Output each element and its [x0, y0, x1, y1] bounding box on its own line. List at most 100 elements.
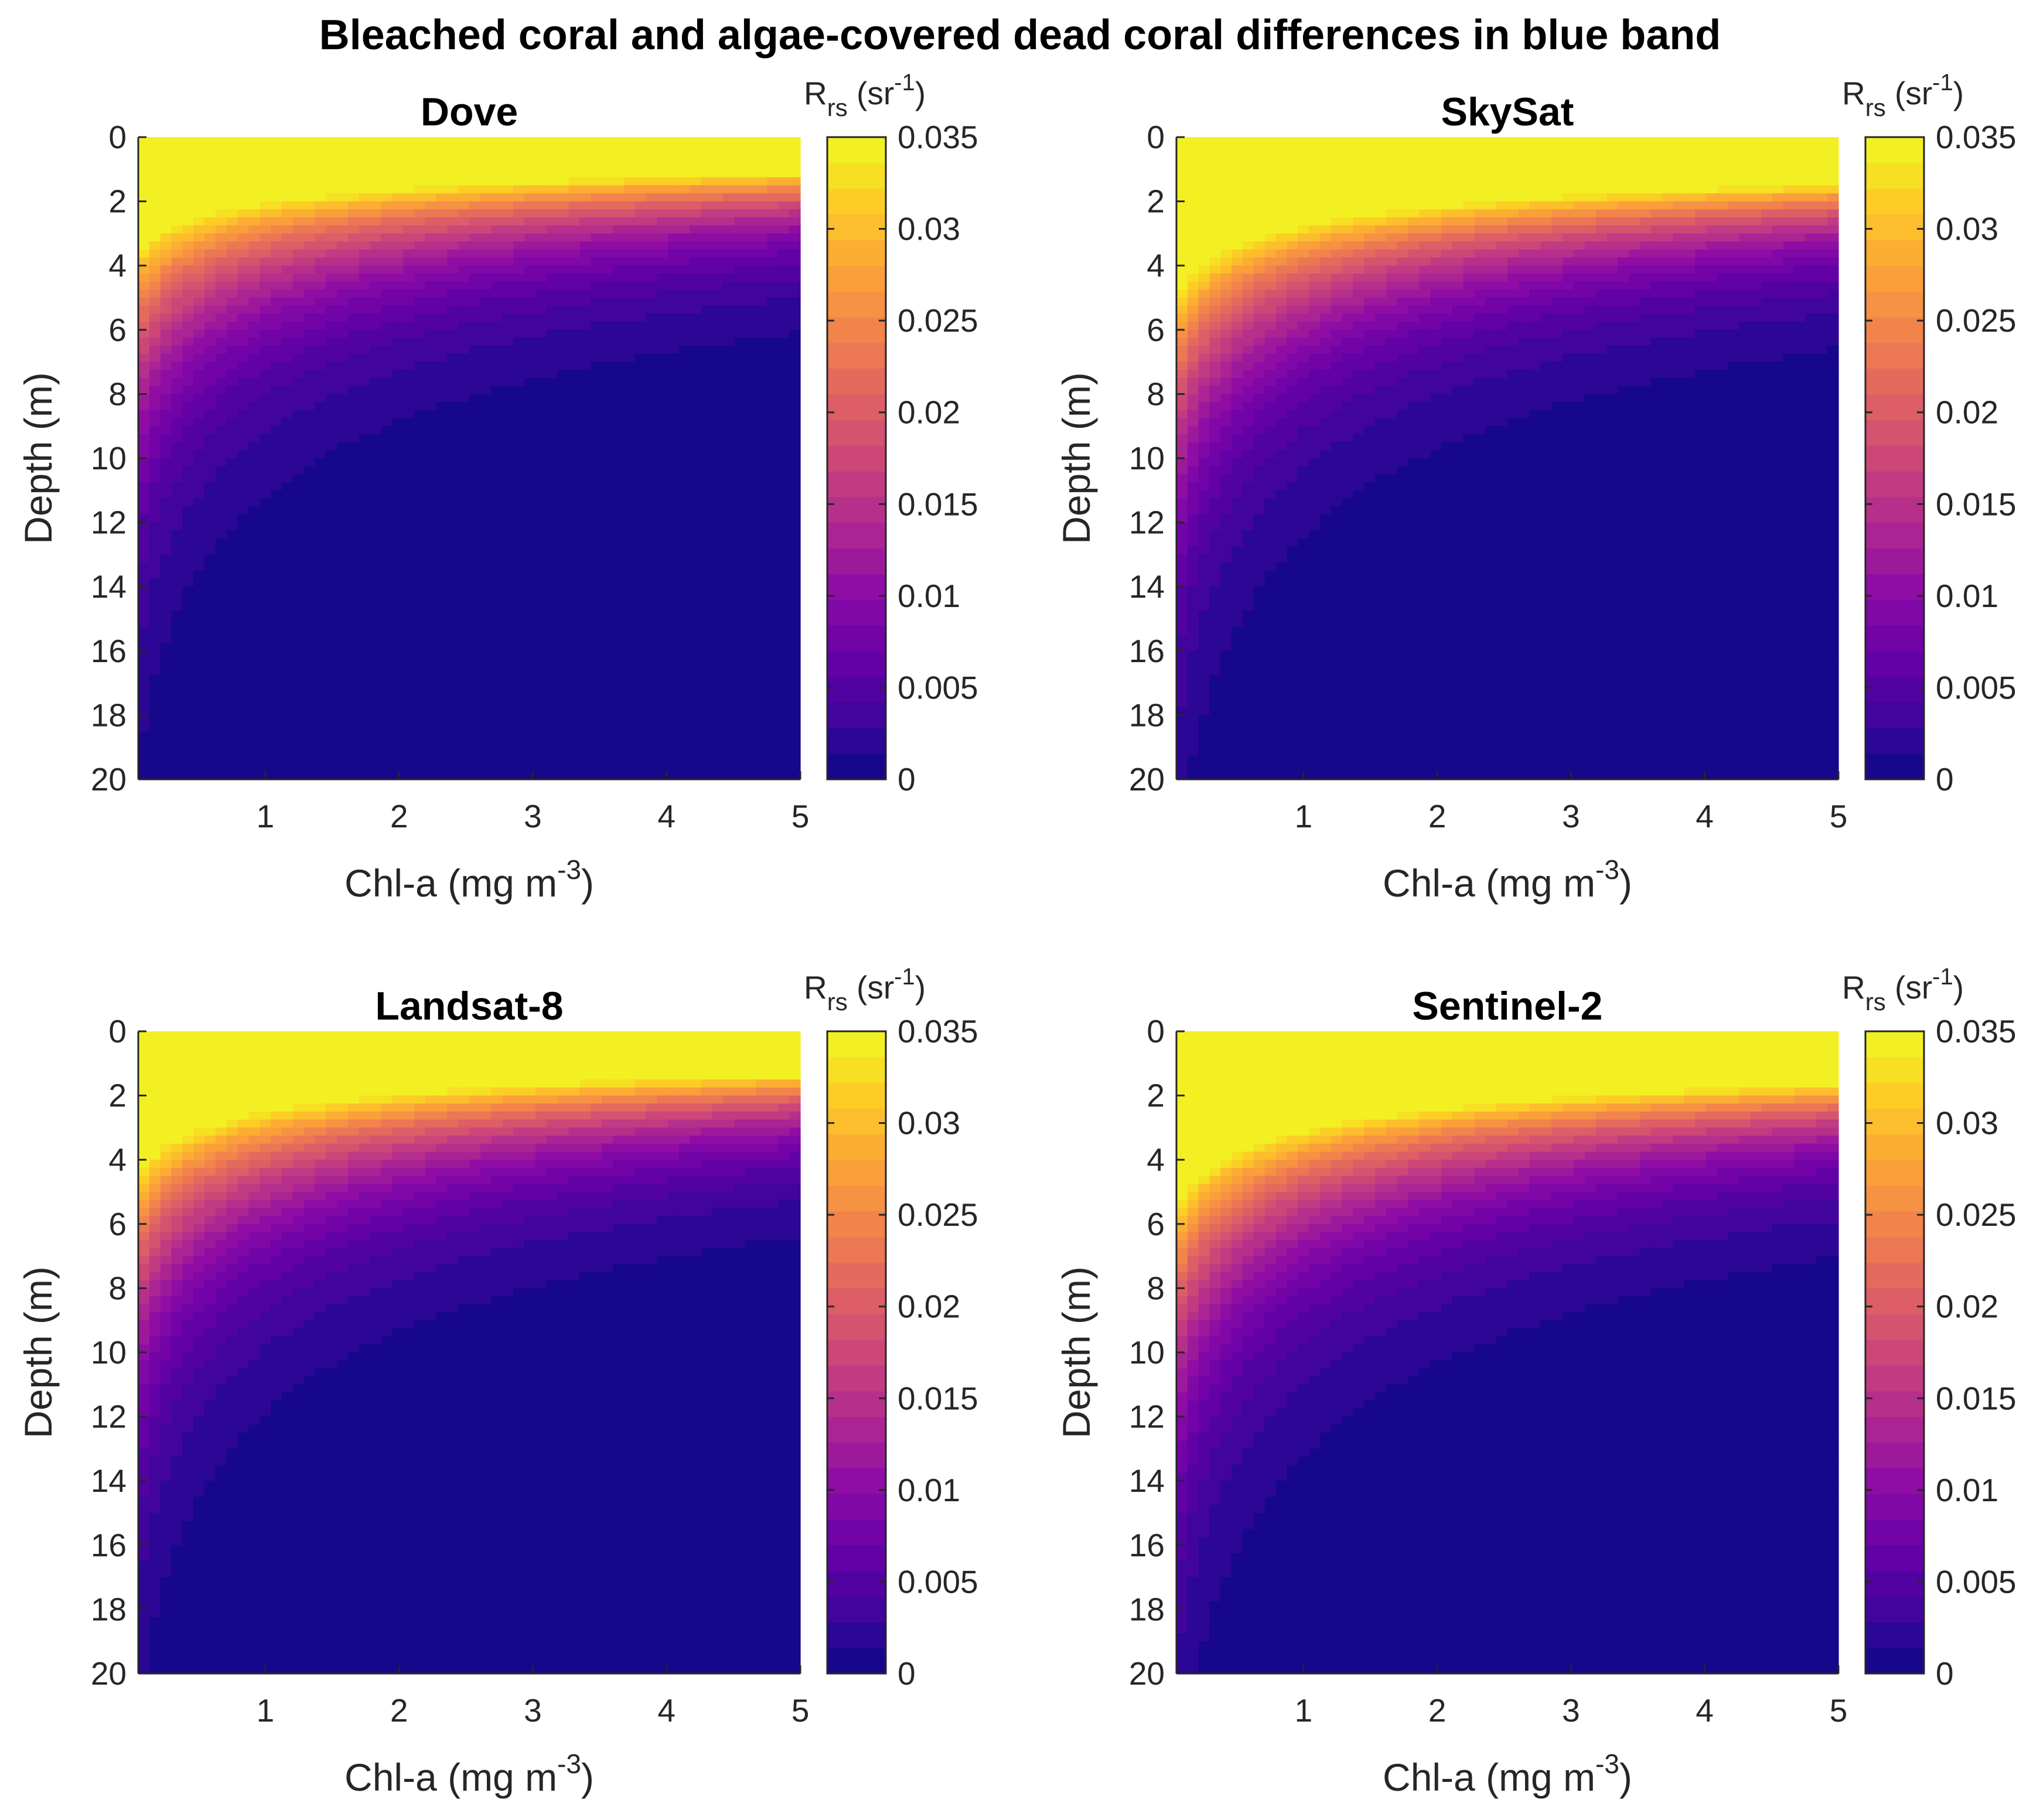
heatmap-cell — [1176, 522, 1188, 531]
heatmap-cell — [193, 458, 205, 467]
heatmap-cell — [745, 474, 757, 483]
heatmap-cell — [171, 386, 183, 394]
heatmap-cell — [171, 289, 183, 298]
heatmap-cell — [138, 498, 150, 507]
heatmap-cell — [248, 370, 260, 379]
heatmap-cell — [381, 322, 393, 330]
heatmap-cell — [535, 763, 547, 772]
heatmap-cell — [623, 265, 636, 274]
heatmap-cell — [612, 763, 625, 772]
heatmap-cell — [546, 145, 558, 154]
heatmap-cell — [734, 225, 746, 234]
heatmap-cell — [602, 353, 613, 363]
heatmap-cell — [789, 635, 801, 643]
heatmap-cell — [469, 161, 481, 170]
heatmap-cell — [347, 771, 360, 780]
heatmap-cell — [579, 193, 591, 202]
heatmap-cell — [359, 338, 371, 346]
heatmap-cell — [513, 442, 525, 451]
heatmap-cell — [215, 161, 227, 170]
heatmap-cell — [425, 715, 437, 724]
heatmap-cell — [634, 731, 646, 740]
heatmap-cell — [634, 674, 646, 684]
heatmap-cell — [557, 570, 569, 580]
colorbar-tick-label: 0.01 — [898, 578, 960, 614]
heatmap-cell — [602, 257, 613, 266]
heatmap-cell — [557, 602, 569, 611]
heatmap-cell — [303, 410, 315, 419]
heatmap-cell — [160, 699, 172, 708]
heatmap-cell — [1176, 193, 1188, 202]
heatmap-cell — [1187, 241, 1199, 250]
heatmap-cell — [579, 587, 591, 595]
heatmap-cell — [579, 394, 591, 403]
heatmap-cell — [524, 362, 536, 370]
heatmap-cell — [557, 338, 569, 346]
heatmap-cell — [657, 201, 668, 210]
heatmap-cell — [315, 434, 326, 443]
heatmap-cell — [248, 667, 260, 676]
heatmap-cell — [303, 755, 315, 764]
heatmap-cell — [182, 370, 194, 379]
heatmap-cell — [215, 674, 227, 684]
heatmap-cell — [513, 514, 525, 523]
heatmap-cell — [370, 394, 381, 403]
heatmap-cell — [701, 739, 712, 748]
heatmap-cell — [524, 249, 536, 258]
heatmap-cell — [138, 739, 150, 748]
heatmap-cell — [756, 137, 768, 146]
heatmap-cell — [370, 667, 381, 676]
heatmap-cell — [447, 611, 459, 619]
heatmap-cell — [403, 731, 415, 740]
heatmap-cell — [491, 563, 503, 571]
heatmap-cell — [734, 402, 746, 411]
heatmap-cell — [458, 434, 470, 443]
heatmap-cell — [414, 305, 426, 314]
heatmap-cell — [535, 362, 547, 370]
heatmap-cell — [634, 763, 646, 772]
heatmap-cell — [701, 249, 712, 258]
heatmap-cell — [315, 257, 326, 266]
heatmap-cell — [370, 386, 381, 394]
heatmap-cell — [171, 659, 183, 667]
heatmap-cell — [425, 474, 437, 483]
heatmap-cell — [778, 626, 790, 635]
heatmap-cell — [160, 305, 172, 314]
heatmap-cell — [160, 602, 172, 611]
heatmap-cell — [447, 289, 459, 298]
heatmap-cell — [1176, 755, 1188, 764]
heatmap-cell — [337, 659, 349, 667]
heatmap-cell — [271, 466, 282, 475]
heatmap-cell — [337, 563, 349, 571]
heatmap-cell — [337, 619, 349, 628]
heatmap-cell — [778, 241, 790, 250]
heatmap-cell — [678, 474, 691, 483]
heatmap-cell — [204, 298, 216, 306]
heatmap-cell — [568, 265, 580, 274]
heatmap-cell — [436, 161, 448, 170]
heatmap-cell — [591, 707, 602, 715]
heatmap-cell — [734, 217, 746, 226]
heatmap-cell — [193, 177, 205, 186]
heatmap-cell — [326, 578, 337, 587]
heatmap-cell — [612, 619, 625, 628]
heatmap-cell — [303, 474, 315, 483]
heatmap-cell — [646, 145, 657, 154]
heatmap-cell — [602, 161, 613, 170]
heatmap-cell — [381, 538, 393, 547]
heatmap-cell — [215, 434, 227, 443]
heatmap-cell — [469, 298, 481, 306]
heatmap-cell — [535, 466, 547, 475]
heatmap-cell — [315, 177, 326, 186]
heatmap-cell — [359, 683, 371, 691]
heatmap-cell — [568, 594, 580, 604]
heatmap-cell — [292, 755, 305, 764]
heatmap-cell — [458, 386, 470, 394]
heatmap-cell — [281, 506, 294, 515]
heatmap-cell — [634, 185, 646, 194]
heatmap-cell — [712, 450, 724, 459]
heatmap-cell — [315, 538, 326, 547]
heatmap-cell — [557, 667, 569, 676]
heatmap-cell — [668, 346, 680, 355]
heatmap-cell — [281, 691, 294, 700]
